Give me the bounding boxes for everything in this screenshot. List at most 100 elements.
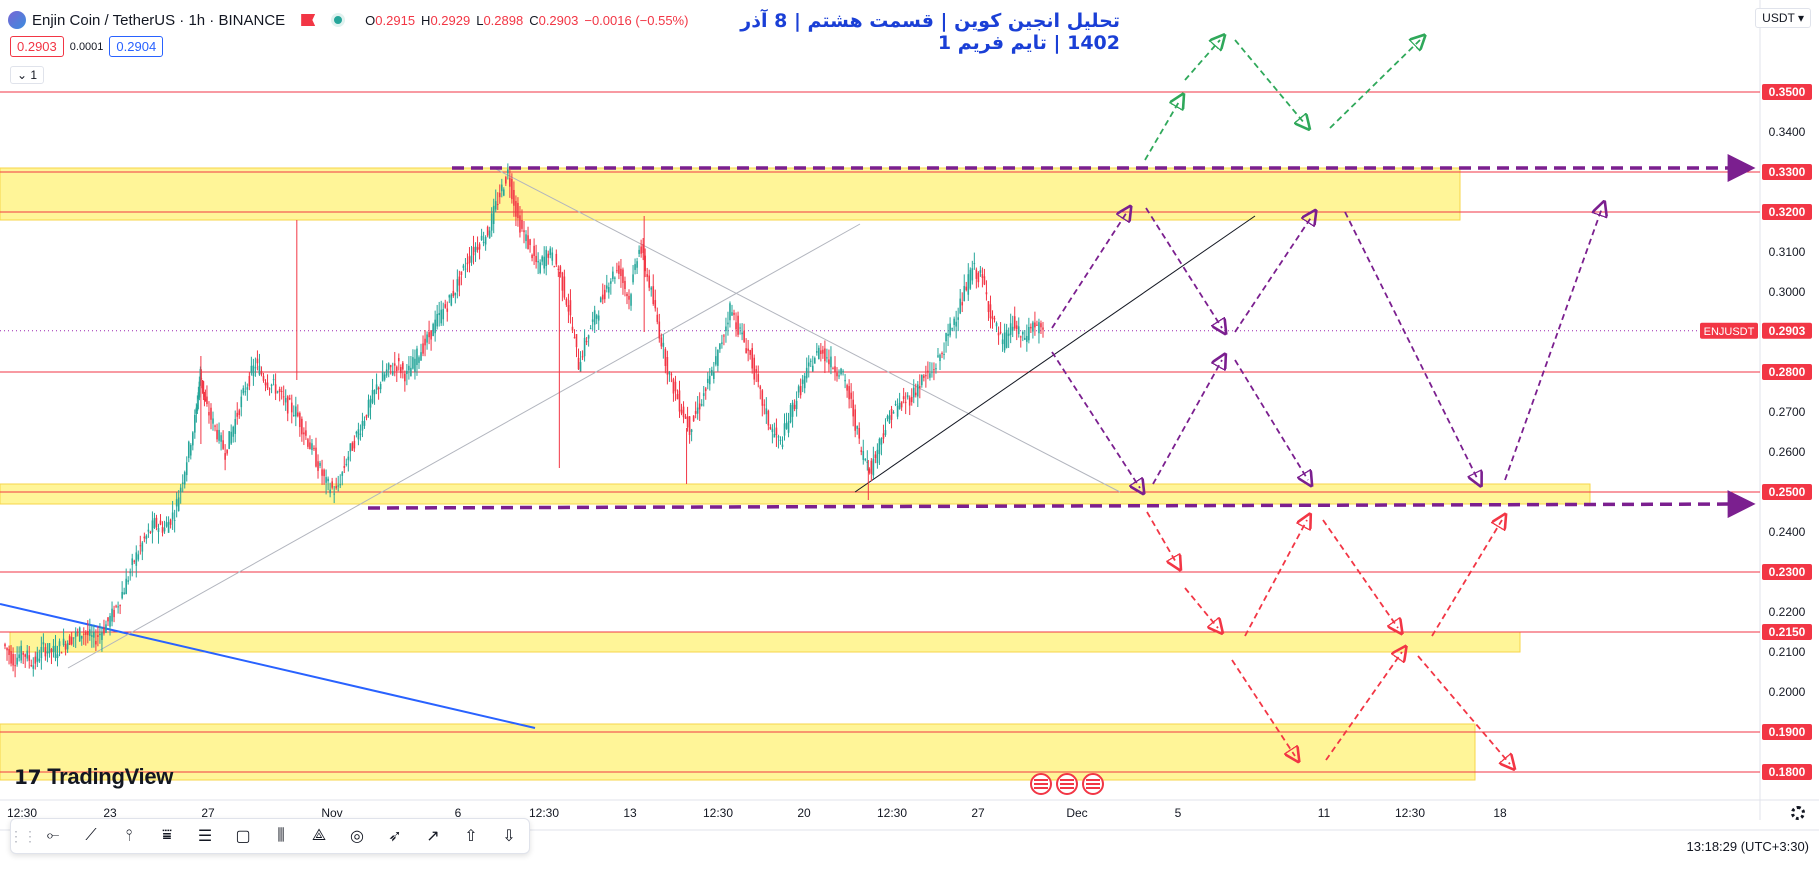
trendline-icon[interactable]: ⟋ <box>85 827 97 844</box>
candle-body <box>989 304 992 319</box>
triangle-pattern-icon[interactable]: ⟁ <box>311 827 327 844</box>
candle-body <box>97 635 99 637</box>
arrow-marker-icon[interactable]: ➶ <box>388 828 402 845</box>
candle-body <box>230 431 232 444</box>
buy-button[interactable]: 0.2904 <box>109 36 164 57</box>
candle-body <box>185 462 188 476</box>
time-tick: 12:30 <box>529 806 559 820</box>
candle-body <box>963 285 966 302</box>
candle-body <box>721 342 723 344</box>
candle-body <box>923 375 925 378</box>
candle-body <box>759 386 762 389</box>
currency-label: USDT <box>1762 11 1795 25</box>
us-flag-event-icon[interactable] <box>1030 773 1052 795</box>
arrow-down-icon[interactable]: ⇩ <box>502 828 516 845</box>
arrow-up-icon[interactable]: ⇧ <box>464 828 478 845</box>
candle-body <box>199 368 202 378</box>
candle-body <box>755 369 758 373</box>
candle-body <box>824 348 826 362</box>
fib-retracement-icon[interactable]: ☰ <box>197 828 213 845</box>
candle-body <box>955 321 957 327</box>
candle-body <box>850 392 852 399</box>
candle-body <box>688 416 691 435</box>
candle-body <box>474 246 477 252</box>
us-flag-event-icon[interactable] <box>1056 773 1078 795</box>
candle-body <box>531 254 533 259</box>
time-tick: Nov <box>321 806 342 820</box>
time-tick: 27 <box>201 806 215 820</box>
us-flag-event-icon[interactable] <box>1082 773 1104 795</box>
candle-body <box>832 368 834 370</box>
candle-body <box>1032 322 1034 332</box>
candle-body <box>353 440 356 449</box>
candle-body <box>141 542 144 552</box>
indicators-toggle[interactable]: ⌄ 1 <box>10 66 45 84</box>
candle-body <box>1024 337 1026 340</box>
candle-body <box>715 356 717 365</box>
time-tick: Dec <box>1066 806 1087 820</box>
parallel-channel-icon[interactable]: ⩸ <box>162 827 172 844</box>
chart-settings-icon[interactable] <box>1791 806 1805 820</box>
candle-body <box>749 350 751 355</box>
candle-body <box>603 289 606 300</box>
candle-body <box>331 481 333 488</box>
symbol-title[interactable]: Enjin Coin / TetherUS · 1h · BINANCE <box>32 11 286 29</box>
candle-body <box>706 378 709 384</box>
rectangle-icon[interactable]: ▢ <box>235 828 251 845</box>
candle-body <box>503 189 505 196</box>
candle-body <box>375 384 378 390</box>
candle-body <box>218 429 220 441</box>
candle-body <box>52 646 55 652</box>
candle-body <box>751 348 753 369</box>
candle-body <box>147 529 150 532</box>
candle-body <box>987 301 990 312</box>
candle-body <box>682 406 685 418</box>
currency-selector[interactable]: USDT ▾ <box>1755 8 1811 28</box>
candle-body <box>642 244 644 254</box>
grip-icon[interactable]: ⋮⋮ <box>9 827 37 844</box>
candle-body <box>16 657 18 665</box>
candle-body <box>24 654 27 657</box>
candle-body <box>397 358 400 362</box>
support-dashed-arrow <box>367 490 1756 519</box>
ohlc-high-label: H <box>421 12 431 28</box>
vertical-line-icon[interactable]: ⫯ <box>125 827 133 844</box>
candle-body <box>240 396 243 408</box>
candle-body <box>103 627 105 634</box>
flag-icon[interactable] <box>301 14 316 26</box>
candle-body <box>729 303 731 321</box>
candle-body <box>795 400 798 410</box>
candle-body <box>870 460 873 474</box>
candle-body <box>569 300 572 316</box>
ohlc-open-value: 0.2915 <box>375 12 416 28</box>
clock[interactable]: 13:18:29 (UTC+3:30) <box>1686 839 1809 854</box>
candle-body <box>400 367 402 374</box>
candle-body <box>226 449 228 454</box>
sell-button[interactable]: 0.2903 <box>10 36 64 57</box>
tradingview-logo[interactable]: 𝟭𝟳 TradingView <box>14 764 173 790</box>
candle-body <box>593 310 596 325</box>
candle-body <box>945 333 947 342</box>
candle-body <box>626 293 628 297</box>
candle-body <box>54 645 57 658</box>
time-tick: 6 <box>455 806 462 820</box>
candle-body <box>896 405 899 417</box>
candle-body <box>505 177 507 184</box>
candle-body <box>426 334 428 343</box>
candle-body <box>587 335 590 339</box>
candle-body <box>559 266 562 274</box>
arrow-icon[interactable]: ↗ <box>426 828 440 845</box>
ellipse-icon[interactable]: ◎ <box>350 828 364 845</box>
candle-body <box>282 396 285 398</box>
candle-body <box>573 337 576 339</box>
candle-body <box>735 322 737 330</box>
candle-body <box>22 652 24 655</box>
pitchfork-icon[interactable]: ⫼ <box>277 827 285 844</box>
candle-body <box>313 447 315 450</box>
grey-trendline <box>67 223 861 669</box>
candle-body <box>747 348 749 351</box>
candle-body <box>472 247 475 256</box>
candle-body <box>852 399 854 417</box>
horizontal-ray-icon[interactable]: ⟜ <box>46 827 60 844</box>
